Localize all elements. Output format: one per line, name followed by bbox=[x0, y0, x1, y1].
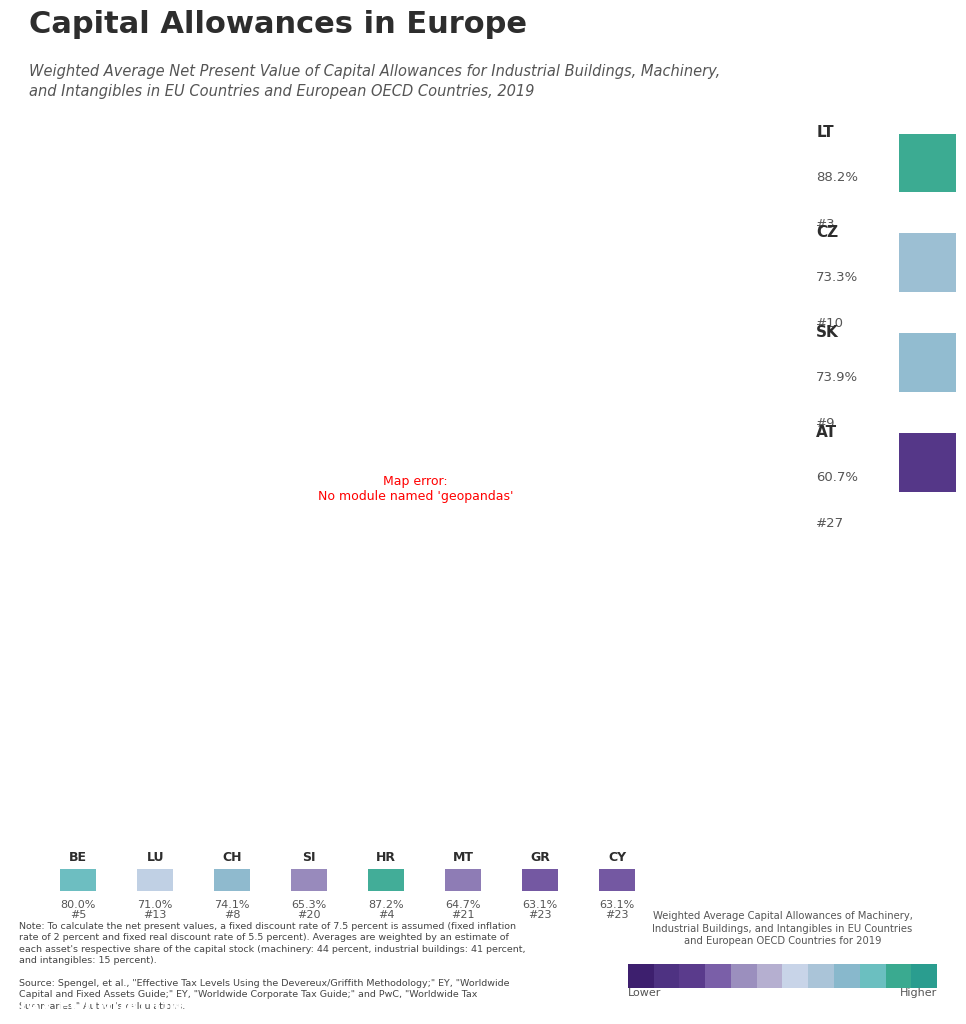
Text: 74.1%: 74.1% bbox=[214, 900, 250, 909]
Text: 65.3%: 65.3% bbox=[292, 900, 327, 909]
Text: #23: #23 bbox=[606, 910, 629, 921]
Text: #10: #10 bbox=[816, 317, 844, 331]
Text: 73.3%: 73.3% bbox=[816, 271, 859, 285]
Bar bbox=[523, 869, 558, 891]
Text: 71.0%: 71.0% bbox=[137, 900, 173, 909]
Bar bbox=[368, 869, 405, 891]
Bar bbox=[898, 134, 955, 193]
Text: Note: To calculate the net present values, a fixed discount rate of 7.5 percent : Note: To calculate the net present value… bbox=[19, 922, 526, 1011]
Text: #13: #13 bbox=[144, 910, 167, 921]
Bar bbox=[214, 869, 250, 891]
Bar bbox=[809, 964, 834, 988]
Bar bbox=[137, 869, 173, 891]
Text: BE: BE bbox=[70, 851, 87, 864]
Bar bbox=[628, 964, 654, 988]
Bar bbox=[782, 964, 809, 988]
Text: #8: #8 bbox=[224, 910, 241, 921]
Text: #3: #3 bbox=[816, 218, 836, 230]
Bar bbox=[654, 964, 679, 988]
Text: HR: HR bbox=[377, 851, 396, 864]
Bar bbox=[731, 964, 756, 988]
Text: @TaxFoundation: @TaxFoundation bbox=[823, 999, 949, 1015]
Text: MT: MT bbox=[453, 851, 473, 864]
Bar bbox=[291, 869, 327, 891]
Text: SI: SI bbox=[302, 851, 316, 864]
Text: 64.7%: 64.7% bbox=[445, 900, 481, 909]
Bar bbox=[898, 334, 955, 392]
Text: 88.2%: 88.2% bbox=[816, 171, 858, 184]
Text: 73.9%: 73.9% bbox=[816, 371, 859, 384]
Text: Weighted Average Capital Allowances of Machinery,
Industrial Buildings, and Inta: Weighted Average Capital Allowances of M… bbox=[652, 911, 913, 946]
Text: 63.1%: 63.1% bbox=[600, 900, 635, 909]
Bar bbox=[886, 964, 911, 988]
Bar bbox=[898, 433, 955, 492]
Text: TAX FOUNDATION: TAX FOUNDATION bbox=[17, 998, 183, 1016]
Text: Weighted Average Net Present Value of Capital Allowances for Industrial Building: Weighted Average Net Present Value of Ca… bbox=[29, 63, 721, 98]
Text: 87.2%: 87.2% bbox=[368, 900, 404, 909]
Bar bbox=[60, 869, 97, 891]
Text: #20: #20 bbox=[298, 910, 321, 921]
Text: Lower: Lower bbox=[628, 988, 662, 998]
Bar bbox=[705, 964, 731, 988]
Text: CZ: CZ bbox=[816, 225, 838, 240]
Text: LU: LU bbox=[147, 851, 164, 864]
Text: #23: #23 bbox=[528, 910, 552, 921]
Bar bbox=[898, 233, 955, 292]
Bar bbox=[834, 964, 860, 988]
Text: GR: GR bbox=[530, 851, 551, 864]
Text: CH: CH bbox=[222, 851, 242, 864]
Bar bbox=[911, 964, 937, 988]
Bar bbox=[599, 869, 636, 891]
Text: 80.0%: 80.0% bbox=[61, 900, 96, 909]
Text: SK: SK bbox=[816, 325, 839, 340]
Text: #5: #5 bbox=[71, 910, 86, 921]
Text: Capital Allowances in Europe: Capital Allowances in Europe bbox=[29, 10, 527, 39]
Text: 63.1%: 63.1% bbox=[523, 900, 558, 909]
Text: Higher: Higher bbox=[899, 988, 937, 998]
Text: #4: #4 bbox=[378, 910, 394, 921]
Text: 60.7%: 60.7% bbox=[816, 471, 858, 484]
Text: AT: AT bbox=[816, 425, 838, 439]
Text: CY: CY bbox=[609, 851, 626, 864]
Bar bbox=[679, 964, 705, 988]
Text: #27: #27 bbox=[816, 517, 844, 530]
Bar bbox=[445, 869, 481, 891]
Bar bbox=[756, 964, 782, 988]
Text: Map error:
No module named 'geopandas': Map error: No module named 'geopandas' bbox=[318, 475, 513, 503]
Bar bbox=[860, 964, 886, 988]
Text: #21: #21 bbox=[451, 910, 475, 921]
Text: LT: LT bbox=[816, 125, 834, 140]
Text: #9: #9 bbox=[816, 418, 836, 430]
